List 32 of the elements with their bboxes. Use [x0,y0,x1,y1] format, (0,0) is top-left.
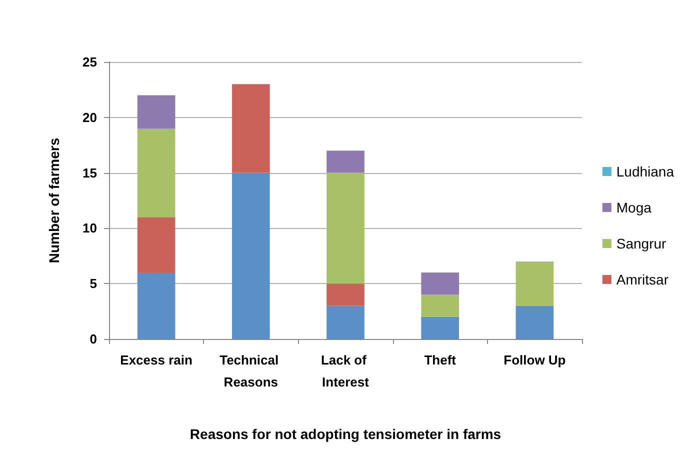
y-tick-label: 20 [82,110,97,125]
bar [421,294,460,317]
bar [421,272,460,295]
bar [326,150,364,173]
x-tick-label: Excess rain [120,352,192,368]
y-tick-label: 10 [82,220,97,236]
y-tick-label: 0 [90,332,97,346]
bar [326,284,364,306]
legend-label: Moga [616,200,652,216]
x-axis-title: Reasons for not adopting tensiometer in farms [190,426,502,442]
bar [137,217,176,273]
y-tick-label: 15 [82,165,97,180]
bar [326,306,364,339]
bar [232,172,270,339]
legend-label: Ludhiana [616,164,674,180]
bar [232,84,270,173]
legend-label: Sangrur [616,236,667,252]
x-tick-label: Technical Reasons [220,352,282,390]
x-tick-label: Theft [424,352,457,368]
x-tick-label: Follow Up [504,352,566,368]
bar [516,261,554,306]
x-tick-label: Lack of Interest [320,352,370,390]
y-tick-label: 25 [82,54,97,70]
bar [137,128,176,218]
bar [421,316,460,339]
y-tick-label: 5 [90,276,97,292]
bar [137,95,176,128]
legend-label: Amritsar [616,272,669,288]
y-axis-title: Number of farmers [46,138,62,264]
bar [516,306,554,339]
bar [137,272,176,339]
bar [326,172,364,284]
